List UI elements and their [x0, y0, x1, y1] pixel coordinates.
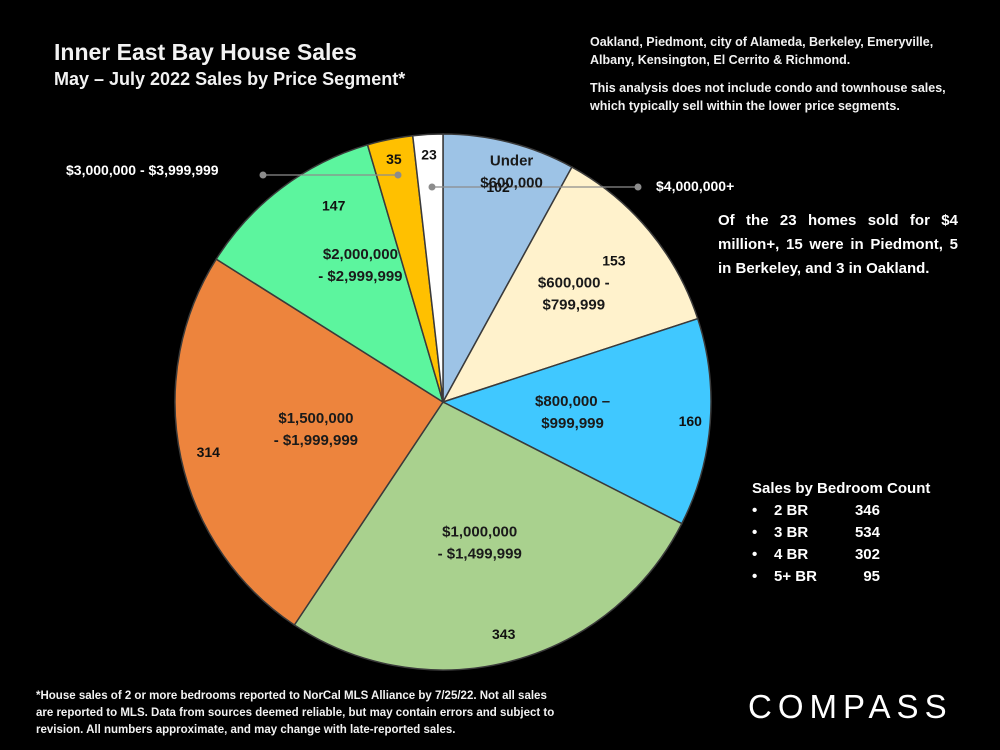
pie-slices	[174, 133, 712, 671]
slice-name-label: $600,000 -	[538, 275, 610, 292]
pie-slice	[411, 133, 444, 403]
slice-value-label: 314	[197, 444, 221, 460]
exclusion-note: This analysis does not include condo and…	[590, 81, 946, 113]
bedroom-row: • 2 BR 346	[752, 500, 930, 522]
bedroom-count-box: Sales by Bedroom Count • 2 BR 346 • 3 BR…	[752, 478, 930, 588]
slice-name-label: $2,000,000	[323, 246, 398, 263]
bedroom-row: • 3 BR 534	[752, 522, 930, 544]
bedroom-value: 534	[854, 524, 880, 541]
label-3m-segment: $3,000,000 - $3,999,999	[66, 162, 219, 178]
slice-name-label: - $2,999,999	[318, 268, 402, 285]
leader-lines	[259, 171, 642, 191]
bullet-icon: •	[752, 546, 758, 563]
slice-name-label: $1,000,000	[442, 523, 517, 540]
areas-note: Oakland, Piedmont, city of Alameda, Berk…	[590, 35, 934, 67]
pie-slice	[441, 317, 712, 525]
bedroom-value: 346	[854, 502, 880, 519]
bedroom-heading: Sales by Bedroom Count	[752, 480, 931, 497]
page-subtitle: May – July 2022 Sales by Price Segment*	[54, 69, 406, 89]
slice-name-label: $800,000 –	[535, 393, 610, 410]
page-title: Inner East Bay House Sales	[54, 39, 357, 65]
bedroom-row: • 5+ BR 95	[752, 566, 930, 588]
slice-value-label: 147	[322, 197, 346, 213]
footnote: *House sales of 2 or more bedrooms repor…	[36, 690, 555, 736]
bedroom-label: 4 BR	[774, 546, 809, 563]
slice-value-label: 343	[492, 626, 516, 642]
slice-name-label: $1,500,000	[278, 410, 353, 427]
bullet-icon: •	[752, 524, 758, 541]
bedroom-label: 5+ BR	[774, 568, 817, 585]
slice-name-label: $799,999	[543, 297, 606, 314]
bedroom-label: 3 BR	[774, 524, 809, 541]
slice-value-label: 160	[679, 413, 703, 429]
pie-slice	[174, 258, 445, 627]
bedroom-value: 95	[863, 568, 880, 585]
bedroom-value: 302	[854, 546, 880, 563]
slice-value-label: 35	[386, 151, 402, 167]
bedroom-row: • 4 BR 302	[752, 544, 930, 566]
leader-dot	[428, 183, 436, 191]
4m-callout: Of the 23 homes sold for $4 million+, 15…	[718, 212, 958, 277]
slice-name-label: - $1,999,999	[274, 432, 358, 449]
slice-name-label: - $1,499,999	[438, 545, 522, 562]
leader-dot	[259, 171, 267, 179]
slice-labels: 102 Under $600,000 153 $600,000 - $799,999 160…	[197, 146, 703, 642]
compass-logo: COMPASS	[748, 688, 953, 725]
slice-name-label: Under	[490, 152, 534, 169]
bullet-icon: •	[752, 502, 758, 519]
slice-value-label: 23	[421, 146, 437, 162]
leader-dot	[394, 171, 402, 179]
slice-name-label: $600,000	[480, 174, 543, 191]
bullet-icon: •	[752, 568, 758, 585]
pie-slice	[441, 166, 699, 404]
pie-slice	[293, 401, 683, 671]
pie-slice	[442, 133, 573, 403]
slice-value-label: 153	[602, 252, 626, 268]
label-4m-segment: $4,000,000+	[656, 178, 735, 194]
slice-name-label: $999,999	[541, 415, 604, 432]
leader-dot	[634, 183, 642, 191]
slice-value-label: 102	[486, 179, 510, 195]
bedroom-label: 2 BR	[774, 502, 809, 519]
